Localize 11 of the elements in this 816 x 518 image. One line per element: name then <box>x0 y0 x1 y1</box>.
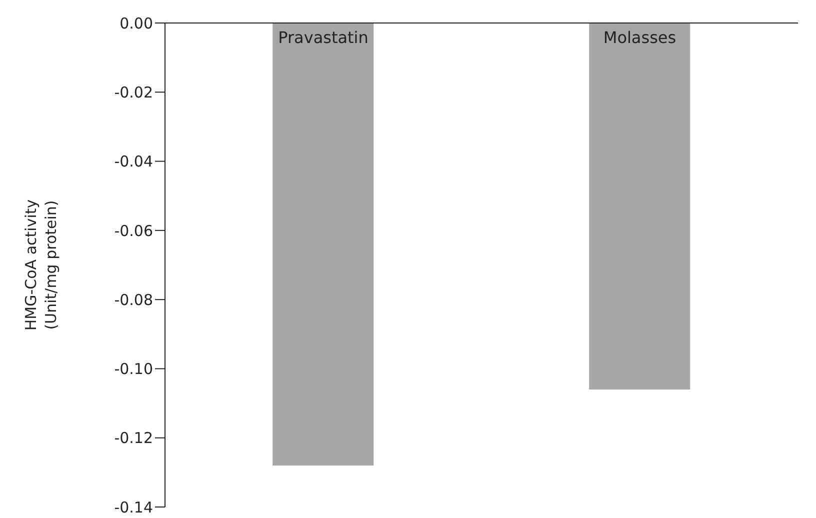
y-tick-label: -0.02 <box>114 83 153 102</box>
x-tick-label: Molasses <box>603 28 676 47</box>
y-axis-title: HMG-CoA activity (Unit/mg protein) <box>22 199 60 331</box>
x-tick-label: Pravastatin <box>278 28 368 47</box>
y-tick-label: -0.06 <box>114 222 153 240</box>
y-tick-label: -0.08 <box>114 290 153 309</box>
y-tick-label: -0.12 <box>114 429 153 448</box>
y-tick-label: -0.14 <box>114 498 153 516</box>
y-tick-label: 0.00 <box>120 14 153 32</box>
y-tick-label: -0.10 <box>114 360 153 378</box>
y-tick-label: -0.04 <box>114 152 153 171</box>
